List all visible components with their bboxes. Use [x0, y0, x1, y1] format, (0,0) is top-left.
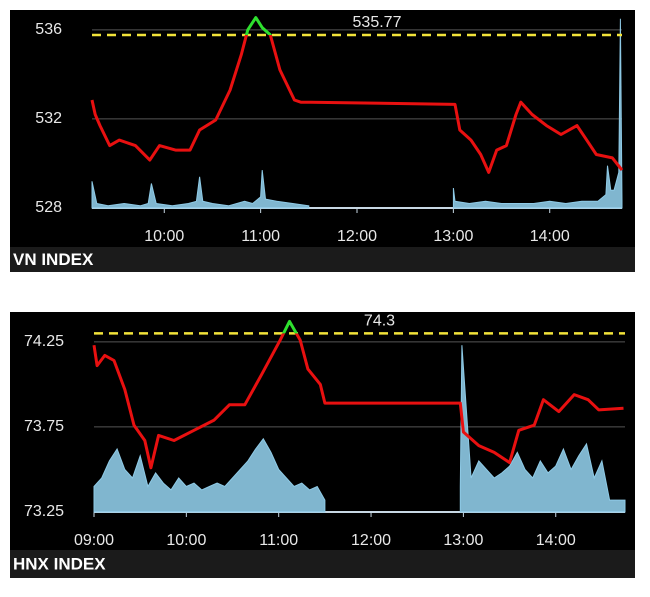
- panel: [10, 312, 635, 550]
- title-band: [10, 550, 635, 578]
- x-tick-label: 11:00: [241, 228, 280, 245]
- y-tick-label: 536: [35, 21, 62, 38]
- y-tick-label: 528: [35, 199, 62, 216]
- y-tick-label: 532: [35, 110, 62, 127]
- y-tick-label: 73.75: [24, 418, 64, 435]
- index-line: [90, 34, 624, 174]
- volume-area: [459, 345, 626, 513]
- reference-label: 74.3: [364, 313, 395, 330]
- volume-area: [452, 18, 623, 209]
- volume-area: [93, 437, 326, 513]
- x-tick-label: 11:00: [259, 532, 298, 549]
- reference-label: 535.77: [353, 14, 402, 31]
- y-tick-label: 73.25: [24, 503, 64, 520]
- y-tick-label: 74.25: [24, 333, 64, 350]
- x-tick-label: 10:00: [166, 532, 206, 549]
- x-tick-label: 14:00: [530, 228, 570, 245]
- x-tick-label: 13:00: [433, 228, 473, 245]
- panel: [10, 10, 635, 247]
- index-line-above-reference: [281, 319, 299, 334]
- x-tick-label: 14:00: [536, 532, 576, 549]
- volume-area: [91, 170, 310, 209]
- x-tick-label: 10:00: [144, 228, 184, 245]
- x-tick-label: 13:00: [443, 532, 483, 549]
- title-band: [10, 247, 635, 272]
- chart-title: HNX INDEX: [13, 554, 106, 573]
- chart-title: VN INDEX: [13, 250, 94, 269]
- x-tick-label: 12:00: [337, 228, 377, 245]
- x-tick-label: 12:00: [351, 532, 391, 549]
- x-tick-label: 09:00: [74, 532, 114, 549]
- index-line: [92, 333, 624, 470]
